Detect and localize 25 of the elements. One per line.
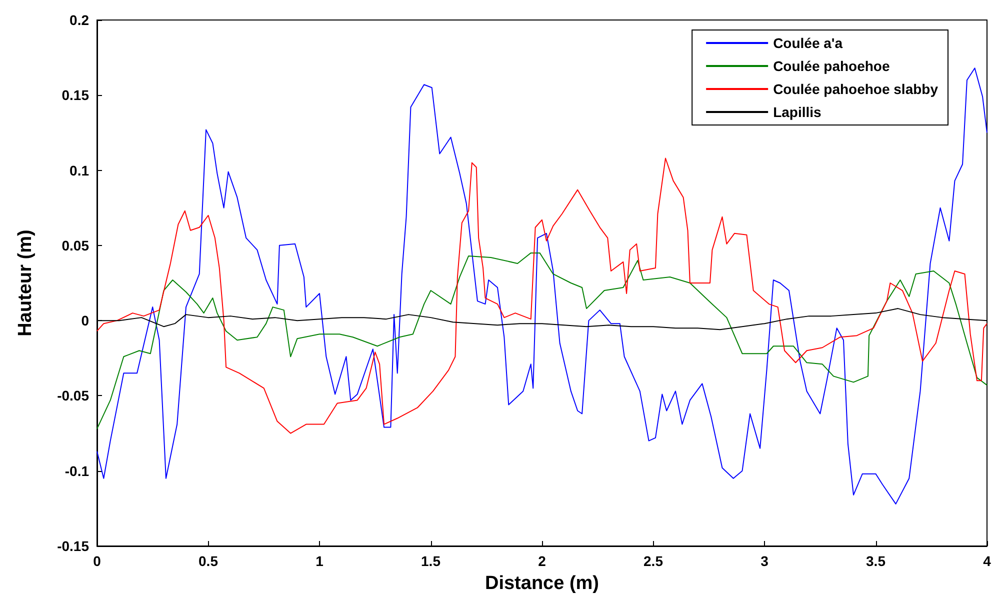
legend-label: Coulée pahoehoe	[773, 58, 890, 74]
legend-label: Coulée a'a	[773, 35, 843, 51]
y-tick-label: 0.2	[70, 12, 90, 28]
x-tick-label: 3.5	[866, 553, 886, 569]
x-tick-label: 0	[93, 553, 102, 569]
x-axis-title: Distance (m)	[484, 573, 600, 594]
y-tick-label: 0.05	[62, 237, 90, 254]
x-tick-label: 1	[316, 553, 324, 569]
x-tick-label: 4	[983, 553, 992, 569]
line-series	[96, 252, 988, 430]
x-tick-label: 2.5	[644, 553, 664, 569]
x-tick-label: 3	[760, 553, 769, 569]
legend-label: Lapillis	[773, 104, 822, 120]
line-series	[96, 158, 988, 434]
y-tick-label: 0	[81, 312, 90, 329]
x-tick-label: 1.5	[421, 553, 441, 569]
y-tick-label: -0.05	[57, 388, 90, 404]
y-tick-label: 0.15	[62, 87, 90, 104]
legend-label: Coulée pahoehoe slabby	[773, 81, 938, 97]
y-tick-label: -0.15	[57, 538, 90, 554]
y-axis-title: Hauteur (m)	[15, 230, 36, 336]
x-tick-label: 0.5	[198, 553, 218, 569]
y-tick-label: 0.1	[70, 162, 90, 178]
y-tick-label: -0.1	[64, 462, 90, 479]
x-tick-label: 2	[538, 553, 546, 569]
